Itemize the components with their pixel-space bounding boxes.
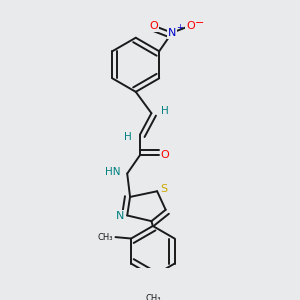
- Text: O: O: [149, 21, 158, 31]
- Text: HN: HN: [105, 167, 120, 177]
- Text: S: S: [161, 184, 168, 194]
- Text: H: H: [161, 106, 169, 116]
- Text: N: N: [116, 211, 124, 221]
- Text: O: O: [186, 21, 195, 31]
- Text: CH₃: CH₃: [145, 294, 160, 300]
- Text: H: H: [124, 132, 132, 142]
- Text: CH₃: CH₃: [98, 232, 113, 242]
- Text: O: O: [161, 150, 170, 160]
- Text: N: N: [168, 28, 176, 38]
- Text: +: +: [176, 23, 183, 32]
- Text: −: −: [195, 18, 205, 28]
